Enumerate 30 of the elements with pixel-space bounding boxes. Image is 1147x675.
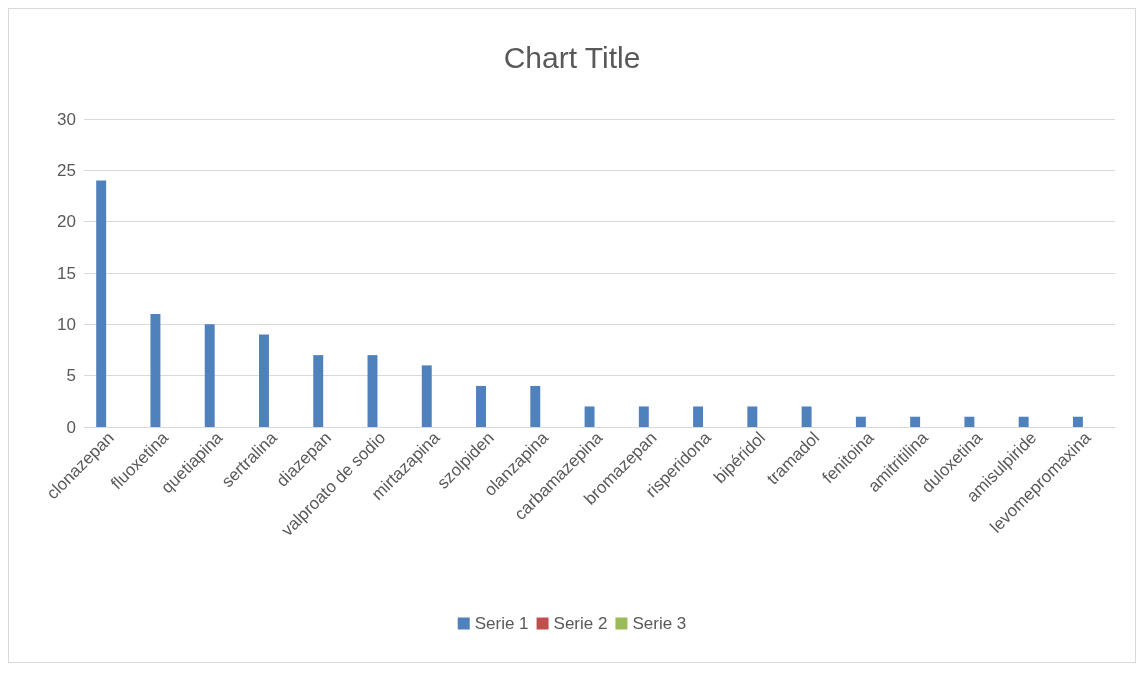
- legend-label: Serie 1: [474, 614, 529, 633]
- bar: [259, 334, 269, 427]
- bar: [855, 416, 866, 427]
- bar: [910, 416, 921, 427]
- bar: [530, 385, 541, 427]
- y-tick-label: 30: [57, 109, 76, 129]
- y-tick-label: 5: [66, 366, 76, 386]
- bar: [693, 406, 704, 427]
- bar: [1072, 416, 1083, 427]
- bar: [367, 355, 378, 427]
- bar: [421, 365, 432, 427]
- y-tick-label: 25: [57, 160, 76, 180]
- bar: [1018, 416, 1029, 427]
- legend-label: Serie 2: [553, 614, 608, 633]
- bar: [584, 406, 595, 427]
- chart-title: Chart Title: [503, 40, 641, 74]
- y-tick-label: 10: [57, 314, 76, 334]
- bar: [150, 314, 161, 427]
- bar: [964, 416, 975, 427]
- bar: [313, 355, 324, 427]
- bar: [96, 180, 107, 427]
- bar: [747, 406, 758, 427]
- y-tick-label: 15: [57, 263, 76, 283]
- bar: [204, 324, 215, 427]
- legend-label: Serie 3: [632, 614, 687, 633]
- bar: [476, 385, 486, 427]
- y-tick-label: 20: [57, 212, 76, 232]
- bar: [801, 406, 812, 427]
- bar: [638, 406, 649, 427]
- y-tick-label: 0: [66, 417, 76, 437]
